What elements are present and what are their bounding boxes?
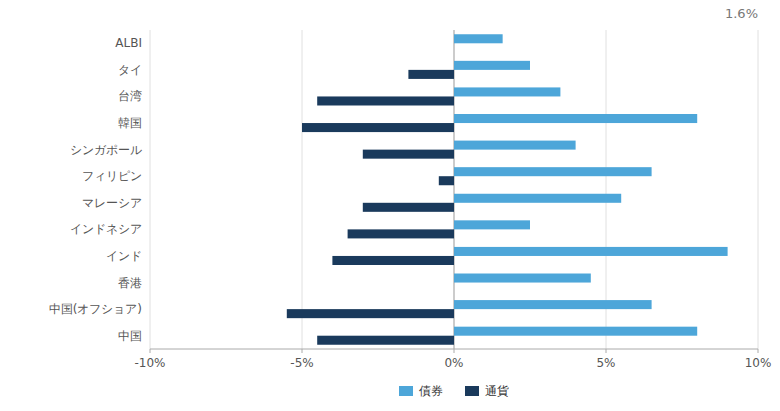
tick-label: 0% (444, 356, 463, 370)
bar (363, 203, 454, 212)
legend-label: 債券 (419, 384, 443, 398)
legend-label: 通貨 (485, 384, 509, 398)
category-label: 台湾 (118, 89, 142, 103)
bar (454, 247, 728, 256)
tick-mark (302, 349, 303, 353)
x-axis: -10% -5% 0% 5% 10% (134, 349, 771, 370)
bar (363, 150, 454, 159)
category-label: シンガポール (70, 143, 142, 157)
bar (408, 70, 454, 79)
category-label: タイ (118, 63, 142, 77)
category-label: インドネシア (70, 222, 142, 236)
category-label: 韓国 (118, 116, 142, 130)
grid-line (758, 30, 759, 349)
category-label: インド (106, 249, 142, 263)
bar (454, 194, 621, 203)
bar (454, 34, 503, 43)
bar (454, 327, 697, 336)
bar (454, 274, 591, 283)
bar (454, 300, 652, 309)
bar (317, 96, 454, 105)
legend-swatch (465, 386, 479, 396)
category-label: 中国 (118, 329, 142, 343)
bar (348, 229, 454, 238)
legend-swatch (399, 386, 413, 396)
bar (454, 43, 455, 52)
bar (454, 167, 652, 176)
tick-label: 5% (596, 356, 615, 370)
grid-line (150, 30, 151, 349)
bar (454, 87, 560, 96)
grid (150, 30, 758, 349)
grid-line (302, 30, 303, 349)
bar (302, 123, 454, 132)
category-label: 香港 (118, 276, 142, 290)
bar (332, 256, 454, 265)
chart: -10% -5% 0% 5% 10% ALBI タイ台湾韓国シンガポールフィリピンマレーシア… (0, 0, 780, 411)
category-label: 中国(オフショア) (49, 302, 142, 316)
bar (454, 61, 530, 70)
tick-label: -5% (290, 356, 313, 370)
bar (317, 336, 454, 345)
bar (454, 220, 530, 229)
legend: 債券 通貨 (399, 384, 509, 398)
tick-mark (758, 349, 759, 353)
y-axis: ALBI タイ台湾韓国シンガポールフィリピンマレーシアインドネシアインド香港中国(… (49, 36, 142, 342)
tick-label: 10% (745, 356, 772, 370)
bar (287, 309, 454, 318)
bars (287, 34, 728, 344)
bar (439, 176, 454, 185)
annotation: 1.6% (725, 6, 758, 21)
tick-mark (454, 349, 455, 353)
category-label: フィリピン (82, 169, 142, 183)
category-label: マレーシア (82, 196, 142, 210)
tick-mark (150, 349, 151, 353)
axis-line (150, 349, 758, 350)
tick-label: -10% (134, 356, 165, 370)
bar (454, 114, 697, 123)
bar (454, 283, 455, 292)
tick-mark (606, 349, 607, 353)
category-label: ALBI (115, 36, 142, 50)
bar (454, 141, 576, 150)
